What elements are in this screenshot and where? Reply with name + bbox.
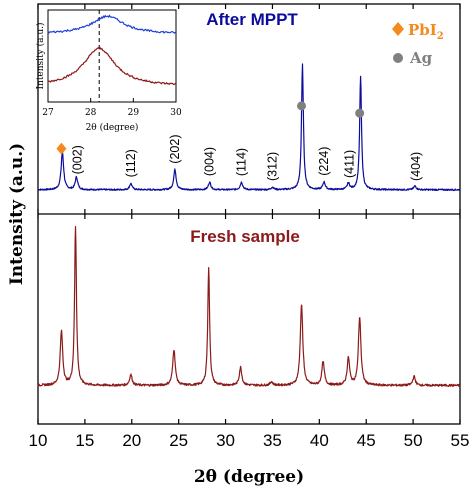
ag-circle-marker [297, 101, 307, 111]
peak-label: (004) [203, 147, 217, 176]
inset-x-tick-label: 30 [170, 108, 182, 118]
inset-frame [47, 9, 177, 103]
inset-x-tick-label: 28 [85, 108, 97, 118]
x-tick-label: 15 [75, 431, 94, 450]
inset-series-after-mppt [47, 14, 177, 34]
inset-x-tick-label: 27 [42, 108, 54, 118]
peak-markers [56, 101, 365, 155]
peak-label: (411) [342, 150, 356, 178]
x-axis-title: 2θ (degree) [194, 467, 304, 487]
panel-label-after-mppt: After MPPT [206, 10, 298, 29]
inset-plot: 27 28 29 30 2θ (degree) Intensity (a.u.) [35, 9, 182, 133]
x-tick-label: 40 [310, 431, 329, 450]
legend: PbI2 Ag [392, 21, 444, 67]
x-tick-label: 55 [451, 431, 470, 450]
x-tick-label: 10 [29, 431, 48, 450]
peak-label: (404) [409, 152, 423, 181]
legend-circle-marker [393, 53, 403, 63]
x-tick-label: 50 [404, 431, 423, 450]
peak-label: (312) [265, 152, 279, 181]
inset-x-ticks: 27 28 29 30 [42, 98, 182, 118]
pbi2-diamond-marker [56, 142, 67, 155]
x-tick-label: 45 [357, 431, 376, 450]
inset-y-axis-title: Intensity (a.u.) [35, 22, 46, 89]
legend-label-pbi2-subscript: 2 [437, 31, 444, 42]
ag-circle-marker [355, 108, 365, 118]
peak-label: (002) [70, 145, 84, 174]
legend-label-pbi2: PbI2 [408, 21, 444, 42]
inset-x-axis-title: 2θ (degree) [86, 122, 139, 133]
x-tick-label: 35 [263, 431, 282, 450]
peak-label: (224) [317, 147, 331, 176]
inset-series-fresh-sample [47, 46, 177, 86]
x-tick-label: 20 [122, 431, 141, 450]
series-line-after-mppt [37, 63, 461, 192]
x-tick-label: 30 [216, 431, 235, 450]
peak-label: (114) [234, 148, 248, 176]
y-axis-title: Intensity (a.u.) [7, 143, 27, 285]
legend-label-ag: Ag [409, 49, 433, 67]
inset-x-tick-label: 29 [128, 108, 140, 118]
x-axis-ticks: 10 15 20 25 30 35 40 45 50 55 [29, 4, 470, 450]
peak-labels: (002) (112) (202) (004) (114) (312) (224) (411)… [70, 135, 423, 182]
x-tick-label: 25 [169, 431, 188, 450]
legend-diamond-marker [392, 22, 404, 36]
panel-label-fresh-sample: Fresh sample [190, 227, 300, 246]
peak-label: (112) [124, 149, 138, 177]
peak-label: (202) [168, 135, 182, 164]
series-line-fresh-sample [37, 226, 461, 387]
